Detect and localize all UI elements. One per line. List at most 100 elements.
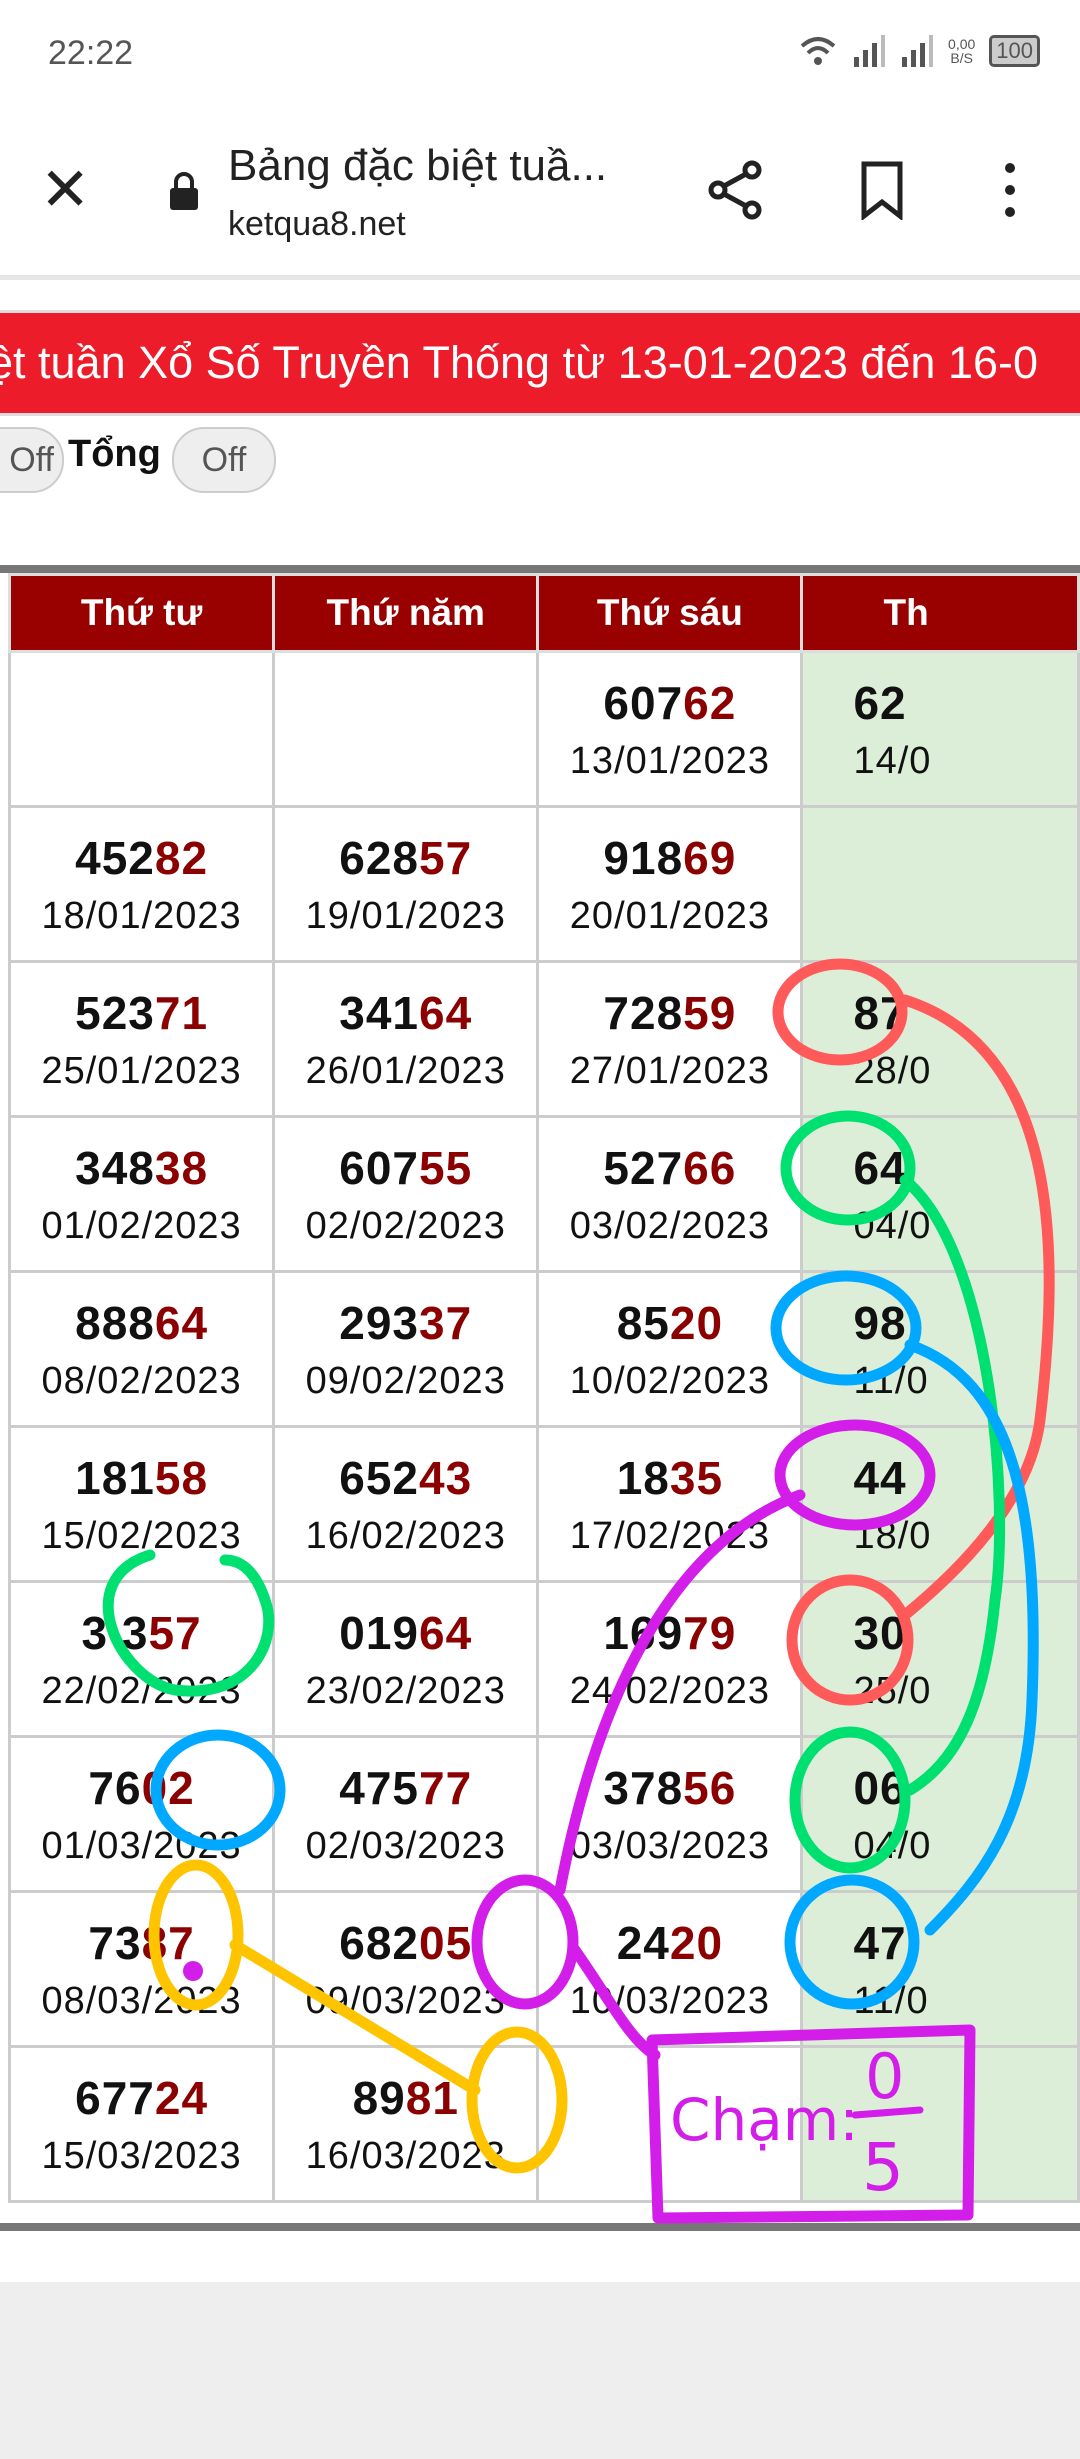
result-date: 08/03/2023 bbox=[41, 1979, 242, 2022]
banner-text: ệt tuần Xổ Số Truyền Thống từ 13-01-2023… bbox=[0, 337, 1039, 388]
close-icon[interactable]: ✕ bbox=[40, 156, 91, 223]
result-cell: 64 04/0 bbox=[800, 1115, 1080, 1273]
number-head: 341 bbox=[339, 986, 420, 1039]
status-bar: 22:22 0,00 B/S 100 bbox=[0, 0, 1080, 105]
result-number: 7602 bbox=[11, 1761, 272, 1815]
results-table: Thứ tư Thứ năm Thứ sáu Th 60762 13/01/2023 62… bbox=[0, 565, 1080, 2231]
result-number: 52766 bbox=[539, 1141, 800, 1195]
table-row: 3 357 22/02/2023 01964 23/02/2023 16979 24/02… bbox=[7, 1580, 1080, 1738]
result-cell: 47577 02/03/2023 bbox=[272, 1735, 540, 1893]
result-number: 91869 bbox=[539, 831, 800, 885]
result-number: 06 bbox=[853, 1761, 1077, 1815]
result-cell: 45282 18/01/2023 bbox=[7, 805, 276, 963]
result-number: 30 bbox=[853, 1606, 1077, 1660]
toggle-first[interactable]: Off bbox=[0, 427, 64, 493]
result-date: 10/02/2023 bbox=[569, 1359, 770, 1402]
more-vert-icon[interactable] bbox=[980, 160, 1040, 220]
number-tail: 64 bbox=[419, 986, 473, 1039]
result-cell: 62 14/0 bbox=[800, 650, 1080, 808]
result-number: 52371 bbox=[11, 986, 272, 1040]
result-cell: 60762 13/01/2023 bbox=[536, 650, 804, 808]
result-date: 18/0 bbox=[853, 1514, 932, 1557]
clock: 22:22 bbox=[48, 34, 134, 72]
result-date: 26/01/2023 bbox=[305, 1049, 506, 1092]
result-cell bbox=[536, 2045, 804, 2203]
number-head: 64 bbox=[853, 1141, 907, 1194]
bookmark-icon[interactable] bbox=[852, 160, 912, 220]
result-date: 14/0 bbox=[853, 739, 932, 782]
result-number: 87 bbox=[853, 986, 1077, 1040]
signal-icon bbox=[902, 35, 934, 67]
column-header: Thứ tư bbox=[7, 573, 276, 653]
number-head: 85 bbox=[616, 1296, 670, 1349]
result-number: 18158 bbox=[11, 1451, 272, 1505]
result-date: 11/0 bbox=[853, 1359, 929, 1402]
result-cell: 34164 26/01/2023 bbox=[272, 960, 540, 1118]
number-head: 30 bbox=[853, 1606, 907, 1659]
number-head: 44 bbox=[853, 1451, 907, 1504]
number-head: 019 bbox=[339, 1606, 420, 1659]
number-head: 378 bbox=[603, 1761, 684, 1814]
net-speed-value: 0,00 bbox=[948, 36, 976, 52]
result-cell bbox=[800, 2045, 1080, 2203]
result-date: 03/02/2023 bbox=[569, 1204, 770, 1247]
result-cell: 72859 27/01/2023 bbox=[536, 960, 804, 1118]
result-number: 1835 bbox=[539, 1451, 800, 1505]
number-head: 47 bbox=[853, 1916, 907, 1969]
result-cell: 68205 09/03/2023 bbox=[272, 1890, 540, 2048]
result-date: 01/02/2023 bbox=[41, 1204, 242, 1247]
result-date: 11/0 bbox=[853, 1979, 929, 2022]
number-head: 607 bbox=[339, 1141, 420, 1194]
result-date: 08/02/2023 bbox=[41, 1359, 242, 1402]
number-tail: 66 bbox=[683, 1141, 737, 1194]
network-speed: 0,00 B/S bbox=[948, 37, 975, 65]
result-cell: 67724 15/03/2023 bbox=[7, 2045, 276, 2203]
result-number: 44 bbox=[853, 1451, 1077, 1505]
result-date: 28/0 bbox=[853, 1049, 932, 1092]
share-icon[interactable] bbox=[706, 160, 766, 220]
result-cell: 8981 16/03/2023 bbox=[272, 2045, 540, 2203]
number-tail: 24 bbox=[154, 2071, 209, 2124]
result-date: 02/03/2023 bbox=[305, 1824, 506, 1867]
number-tail: 55 bbox=[419, 1141, 473, 1194]
number-head: 87 bbox=[853, 986, 907, 1039]
result-cell: 7602 01/03/2023 bbox=[7, 1735, 276, 1893]
result-number: 62857 bbox=[275, 831, 536, 885]
toggle-state: Off bbox=[9, 441, 54, 479]
number-tail: 59 bbox=[683, 986, 737, 1039]
number-head: 607 bbox=[603, 676, 684, 729]
number-tail: 62 bbox=[683, 676, 737, 729]
result-date: 10/03/2023 bbox=[569, 1979, 770, 2022]
result-cell: 52371 25/01/2023 bbox=[7, 960, 276, 1118]
wifi-icon bbox=[800, 37, 836, 65]
result-number: 65243 bbox=[275, 1451, 536, 1505]
battery-icon: 100 bbox=[989, 35, 1040, 67]
number-tail: 71 bbox=[154, 986, 209, 1039]
page-url[interactable]: ketqua8.net bbox=[228, 205, 406, 243]
result-number: 60755 bbox=[275, 1141, 536, 1195]
result-number: 8520 bbox=[539, 1296, 800, 1350]
result-number: 8981 bbox=[275, 2071, 536, 2125]
result-cell: 29337 09/02/2023 bbox=[272, 1270, 540, 1428]
table-row: 7387 08/03/2023 68205 09/03/2023 2420 10/03/2… bbox=[7, 1890, 1080, 2048]
number-head: 76 bbox=[88, 1761, 142, 1814]
result-date: 16/02/2023 bbox=[305, 1514, 506, 1557]
result-number: 98 bbox=[853, 1296, 1077, 1350]
number-tail: 56 bbox=[683, 1761, 737, 1814]
result-cell: 87 28/0 bbox=[800, 960, 1080, 1118]
result-cell: 98 11/0 bbox=[800, 1270, 1080, 1428]
number-tail: 35 bbox=[669, 1451, 724, 1504]
number-head: 89 bbox=[352, 2071, 406, 2124]
result-number: 2420 bbox=[539, 1916, 800, 1970]
result-cell: 01964 23/02/2023 bbox=[272, 1580, 540, 1738]
result-number: 3 357 bbox=[11, 1606, 272, 1660]
number-head: 888 bbox=[75, 1296, 155, 1349]
toggle-tong[interactable]: Off bbox=[172, 427, 276, 493]
column-header: Thứ năm bbox=[272, 573, 540, 653]
number-head: 169 bbox=[603, 1606, 684, 1659]
result-number: 47 bbox=[853, 1916, 1077, 1970]
result-date: 20/01/2023 bbox=[569, 894, 770, 937]
number-head: 24 bbox=[616, 1916, 670, 1969]
result-date: 16/03/2023 bbox=[305, 2134, 506, 2177]
result-number: 72859 bbox=[539, 986, 800, 1040]
